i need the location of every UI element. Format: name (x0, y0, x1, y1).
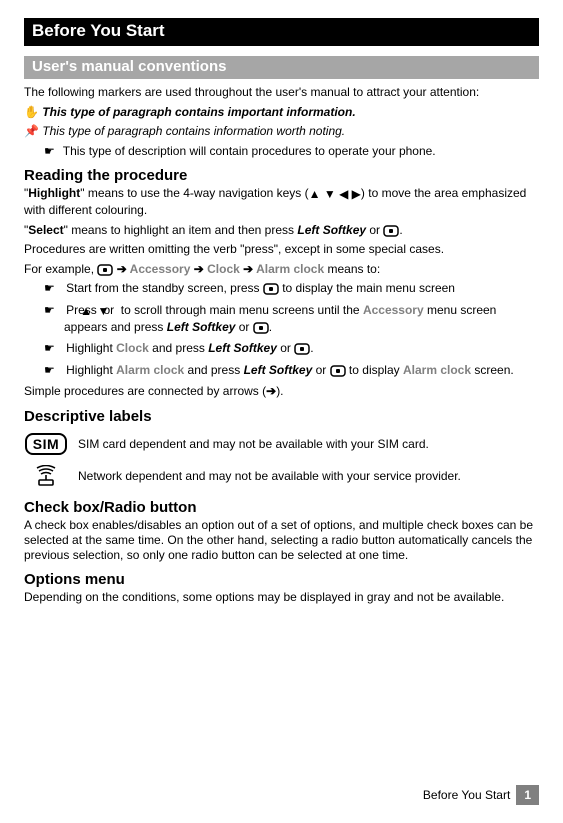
reading-p1: "Highlight" means to use the 4-way navig… (24, 186, 539, 218)
center-key-icon (383, 225, 399, 237)
sim-text: SIM card dependent and may not be availa… (78, 437, 429, 451)
important-text: This type of paragraph contains importan… (42, 105, 355, 119)
network-label-row: Network dependent and may not be availab… (24, 463, 539, 489)
options-text: Depending on the conditions, some option… (24, 590, 539, 606)
sim-icon: SIM (24, 431, 68, 457)
reading-p3: Procedures are written omitting the verb… (24, 242, 539, 258)
noting-text: This type of paragraph contains informat… (42, 124, 345, 138)
reading-p4: For example, ➔ Accessory ➔ Clock ➔ Alarm… (24, 262, 539, 278)
center-key-icon (294, 343, 310, 355)
intro-text: The following markers are used throughou… (24, 85, 539, 101)
reading-heading: Reading the procedure (24, 167, 539, 184)
section-bar: User's manual conventions (24, 56, 539, 79)
step-1: Start from the standby screen, press to … (64, 281, 539, 297)
page-footer: Before You Start 1 (417, 785, 539, 805)
important-note: ✋ This type of paragraph contains import… (24, 105, 539, 121)
title-bar: Before You Start (24, 18, 539, 46)
center-key-icon (97, 264, 113, 276)
center-key-icon (330, 365, 346, 377)
procedure-note: This type of description will contain pr… (64, 144, 539, 160)
simple-procedures-text: Simple procedures are connected by arrow… (24, 384, 539, 400)
step-4: Highlight Alarm clock and press Left Sof… (64, 363, 539, 379)
left-icon: ◀ (339, 187, 348, 203)
checkbox-text: A check box enables/disables an option o… (24, 518, 539, 563)
checkbox-heading: Check box/Radio button (24, 499, 539, 516)
sim-label-row: SIM SIM card dependent and may not be av… (24, 431, 539, 457)
footer-label: Before You Start (417, 785, 516, 805)
hand-stop-icon: ✋ (24, 105, 39, 119)
worth-noting-note: 📌 This type of paragraph contains inform… (24, 124, 539, 140)
options-heading: Options menu (24, 571, 539, 588)
descriptive-heading: Descriptive labels (24, 408, 539, 425)
up-icon: ▲ (309, 187, 321, 203)
down-icon: ▼ (324, 187, 336, 203)
center-key-icon (253, 322, 269, 334)
right-icon: ▶ (352, 187, 361, 203)
footer-page-number: 1 (516, 785, 539, 805)
step-3: Highlight Clock and press Left Softkey o… (64, 341, 539, 357)
step-2: Press ▲ or ▼ to scroll through main menu… (64, 303, 539, 335)
network-text: Network dependent and may not be availab… (78, 469, 461, 483)
reading-p2: "Select" means to highlight an item and … (24, 223, 539, 239)
network-icon (24, 463, 68, 489)
pin-icon: 📌 (24, 124, 39, 138)
center-key-icon (263, 283, 279, 295)
